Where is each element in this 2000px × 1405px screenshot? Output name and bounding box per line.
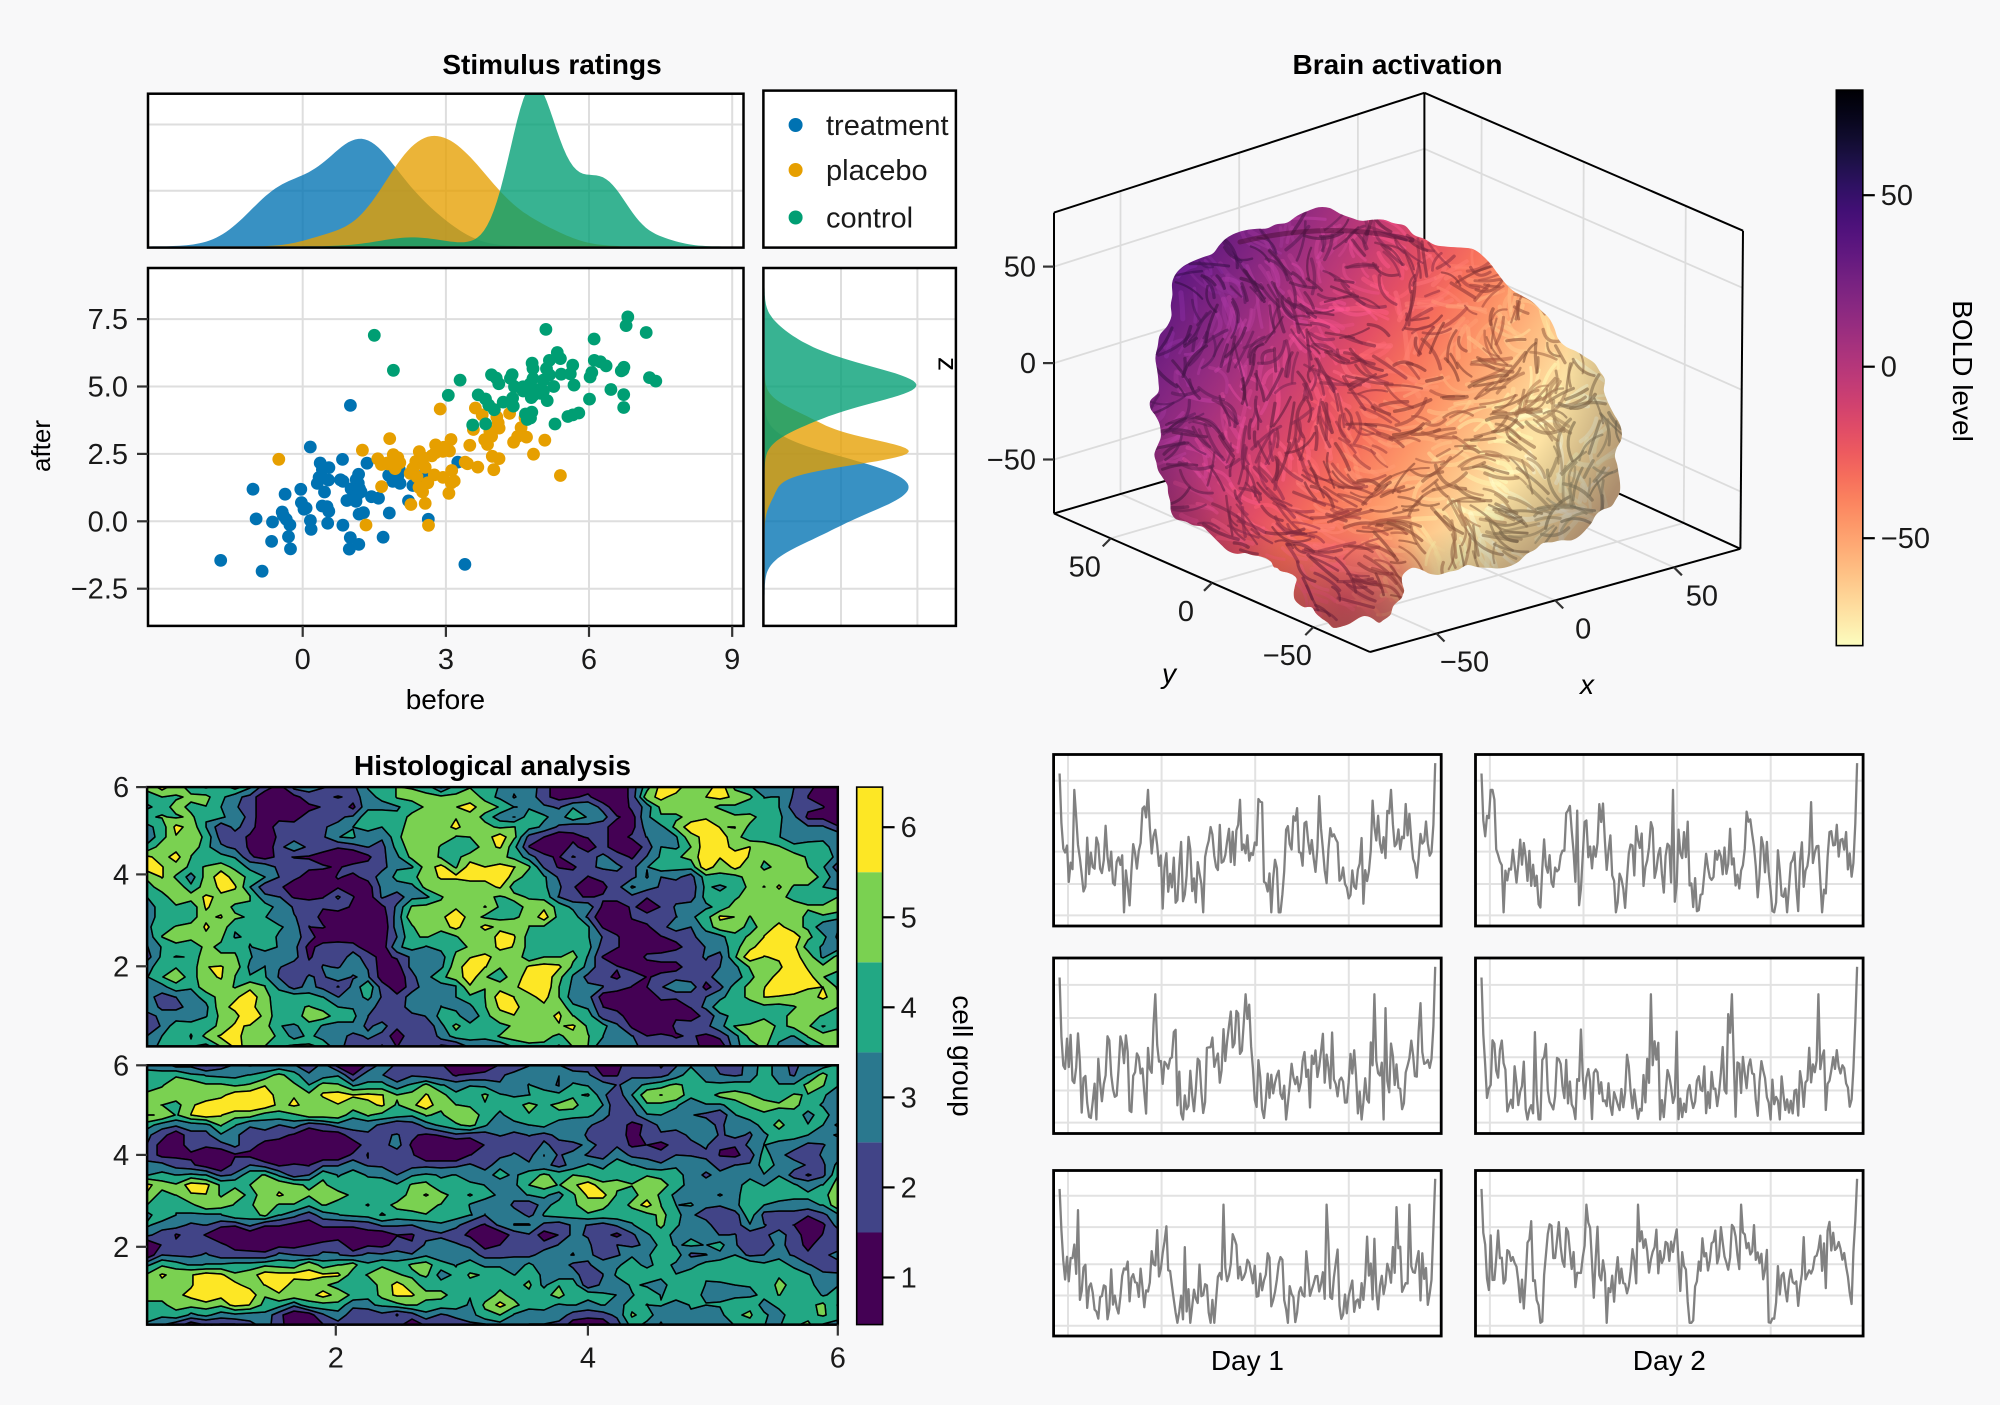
svg-text:after: after — [26, 420, 56, 472]
svg-text:2: 2 — [328, 1343, 344, 1375]
svg-text:y: y — [1160, 658, 1178, 689]
svg-text:2: 2 — [113, 951, 129, 983]
svg-text:50: 50 — [1069, 551, 1101, 583]
svg-text:3: 3 — [438, 644, 454, 676]
svg-text:50: 50 — [1881, 180, 1913, 212]
svg-text:treatment: treatment — [826, 110, 949, 142]
svg-text:6: 6 — [830, 1343, 846, 1375]
svg-text:5.0: 5.0 — [88, 372, 128, 404]
svg-text:before: before — [406, 684, 485, 715]
svg-text:placebo: placebo — [826, 155, 928, 187]
svg-text:2.5: 2.5 — [88, 439, 128, 471]
svg-text:9: 9 — [724, 644, 740, 676]
svg-text:0: 0 — [1575, 613, 1591, 645]
svg-text:1: 1 — [901, 1263, 917, 1295]
svg-text:4: 4 — [113, 1140, 129, 1172]
svg-text:6: 6 — [901, 812, 917, 844]
svg-text:−50: −50 — [1440, 647, 1489, 679]
svg-text:Histological analysis: Histological analysis — [354, 750, 631, 781]
svg-text:6: 6 — [113, 772, 129, 804]
svg-text:3: 3 — [901, 1082, 917, 1114]
svg-text:cell group: cell group — [947, 995, 978, 1116]
svg-text:−2.5: −2.5 — [71, 574, 128, 606]
svg-text:−50: −50 — [1881, 523, 1930, 555]
svg-text:−50: −50 — [987, 445, 1036, 477]
svg-text:control: control — [826, 203, 913, 235]
svg-text:4: 4 — [901, 992, 917, 1024]
svg-text:Day 1: Day 1 — [1211, 1345, 1284, 1376]
svg-text:0: 0 — [1881, 352, 1897, 384]
svg-text:2: 2 — [113, 1232, 129, 1264]
svg-text:z: z — [933, 357, 964, 371]
svg-text:Brain activation: Brain activation — [1292, 49, 1502, 80]
svg-text:2: 2 — [901, 1172, 917, 1204]
svg-text:BOLD level: BOLD level — [1947, 300, 1978, 442]
svg-text:6: 6 — [113, 1050, 129, 1082]
svg-text:Day 2: Day 2 — [1633, 1345, 1706, 1376]
svg-text:0: 0 — [1178, 596, 1194, 628]
svg-text:−50: −50 — [1263, 640, 1312, 672]
svg-text:7.5: 7.5 — [88, 304, 128, 336]
svg-text:4: 4 — [113, 859, 129, 891]
svg-text:0: 0 — [295, 644, 311, 676]
svg-text:0.0: 0.0 — [88, 506, 128, 538]
svg-text:Stimulus ratings: Stimulus ratings — [442, 49, 661, 80]
svg-text:x: x — [1578, 669, 1595, 700]
svg-text:5: 5 — [901, 902, 917, 934]
svg-text:50: 50 — [1686, 580, 1718, 612]
svg-text:0: 0 — [1020, 348, 1036, 380]
svg-text:4: 4 — [580, 1343, 596, 1375]
svg-text:6: 6 — [581, 644, 597, 676]
svg-text:50: 50 — [1004, 252, 1036, 284]
